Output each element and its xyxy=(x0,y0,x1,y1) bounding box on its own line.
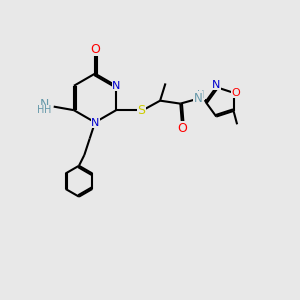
Text: N: N xyxy=(91,118,100,128)
Text: S: S xyxy=(137,104,146,117)
Text: N: N xyxy=(112,80,121,91)
Text: H: H xyxy=(197,90,205,100)
Text: O: O xyxy=(90,43,100,56)
Text: O: O xyxy=(232,88,240,98)
Text: N: N xyxy=(40,98,49,111)
Text: H: H xyxy=(44,105,51,115)
Text: N: N xyxy=(194,92,203,105)
Text: O: O xyxy=(177,122,187,134)
Text: N: N xyxy=(212,80,220,90)
Text: H: H xyxy=(37,105,44,115)
